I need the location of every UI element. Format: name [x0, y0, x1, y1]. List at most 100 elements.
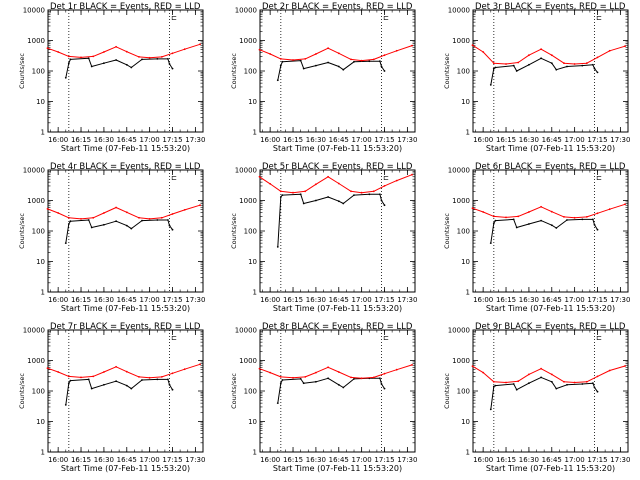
data-point-lld	[596, 212, 599, 215]
x-tick-label: 17:00	[565, 296, 585, 304]
data-point-lld	[171, 213, 174, 215]
data-point-events	[167, 378, 169, 381]
data-point-events	[64, 242, 67, 245]
data-point-events	[115, 380, 117, 383]
detector-panel-7: Det 7r BLACK = Events, RED = LLD 1 10 100 10…	[18, 322, 205, 473]
detector-panel-4: Det 4r BLACK = Events, RED = LLD 1 10 100 10…	[18, 162, 205, 313]
data-point-lld	[46, 208, 49, 210]
y-axis-label: Counts/sec	[18, 213, 26, 249]
data-point-lld	[327, 366, 329, 369]
detector-panel-5: Det 5r BLACK = Events, RED = LLD 1 10 100 10…	[230, 162, 417, 313]
data-point-events	[515, 70, 518, 72]
data-point-events	[566, 65, 568, 68]
data-point-events	[130, 227, 133, 230]
data-point-events	[379, 193, 381, 196]
data-point-lld	[67, 216, 70, 219]
data-point-events	[130, 66, 133, 69]
series-line-events	[65, 57, 173, 78]
x-axis-label: Start Time (07-Feb-11 15:53:20)	[61, 464, 190, 473]
data-point-lld	[115, 365, 117, 368]
data-point-events	[494, 66, 497, 69]
data-point-lld	[315, 183, 317, 186]
data-point-lld	[269, 371, 272, 374]
y-tick-label: 100	[244, 68, 257, 76]
data-point-events	[380, 65, 383, 68]
x-tick-label: 16:30	[519, 296, 539, 304]
y-tick-label: 1	[41, 289, 45, 297]
data-point-lld	[269, 53, 272, 55]
bracket-marker: ⊏	[383, 14, 389, 22]
data-point-events	[125, 63, 128, 66]
plot-frame	[47, 169, 204, 293]
y-tick-label: 100	[244, 388, 257, 396]
data-point-events	[596, 390, 599, 393]
series-line-lld	[47, 204, 201, 220]
data-point-events	[550, 380, 553, 383]
data-point-lld	[258, 48, 261, 51]
data-point-lld	[482, 51, 485, 53]
x-tick-label: 16:15	[496, 296, 516, 304]
data-point-lld	[360, 377, 363, 380]
data-point-lld	[57, 212, 60, 214]
data-point-lld	[125, 211, 128, 214]
data-point-events	[299, 378, 302, 380]
y-tick-label: 10	[461, 418, 470, 426]
panel-title: Det 6r BLACK = Events, RED = LLD	[475, 162, 626, 172]
data-point-events	[315, 380, 317, 383]
data-point-lld	[138, 216, 140, 219]
data-point-lld	[80, 376, 82, 379]
y-tick-label: 1000	[27, 197, 45, 205]
bracket-marker: ⊏	[171, 174, 177, 182]
data-point-events	[566, 219, 568, 221]
data-point-events	[353, 60, 355, 63]
x-tick-label: 17:15	[374, 456, 394, 464]
data-point-lld	[372, 376, 375, 379]
y-axis-label: Counts/sec	[443, 213, 451, 249]
data-point-events	[281, 60, 284, 63]
panel-title: Det 9r BLACK = Events, RED = LLD	[475, 322, 626, 332]
x-tick-label: 16:00	[473, 136, 493, 144]
y-tick-label: 10000	[448, 167, 470, 175]
x-axis-label: Start Time (07-Feb-11 15:53:20)	[273, 464, 402, 473]
y-tick-label: 100	[457, 68, 470, 76]
y-tick-label: 10	[248, 418, 257, 426]
x-tick-label: 17:30	[185, 136, 205, 144]
data-point-events	[67, 223, 70, 225]
data-point-events	[87, 219, 90, 221]
data-point-events	[156, 378, 159, 381]
y-tick-label: 100	[32, 388, 45, 396]
data-point-lld	[80, 56, 82, 59]
data-point-lld	[517, 380, 520, 383]
data-point-lld	[160, 56, 163, 58]
plot-frame	[47, 9, 204, 133]
data-point-lld	[596, 375, 599, 378]
data-point-lld	[395, 179, 398, 182]
data-point-lld	[482, 211, 485, 213]
data-point-lld	[304, 58, 307, 60]
data-point-events	[67, 382, 70, 385]
bracket-marker: ⊏	[383, 174, 389, 182]
data-point-lld	[103, 371, 105, 373]
data-point-events	[90, 226, 93, 229]
x-tick-label: 17:30	[397, 456, 417, 464]
data-point-lld	[337, 52, 340, 55]
x-tick-label: 16:00	[473, 456, 493, 464]
data-point-lld	[138, 376, 140, 378]
series-line-lld	[259, 364, 413, 379]
data-point-events	[566, 383, 568, 386]
data-point-lld	[125, 370, 128, 373]
y-tick-label: 1	[466, 289, 470, 297]
data-point-events	[327, 377, 329, 380]
data-point-lld	[505, 216, 507, 219]
y-tick-label: 10	[36, 418, 45, 426]
x-tick-label: 17:00	[565, 136, 585, 144]
data-point-events	[315, 64, 317, 67]
x-tick-label: 17:00	[140, 136, 160, 144]
data-point-lld	[46, 47, 49, 50]
data-point-lld	[171, 372, 174, 375]
x-tick-label: 16:45	[329, 296, 349, 304]
detector-panel-2: Det 2r BLACK = Events, RED = LLD 1 10 100 10…	[230, 2, 417, 153]
data-point-lld	[92, 216, 95, 219]
y-tick-label: 10000	[235, 167, 257, 175]
